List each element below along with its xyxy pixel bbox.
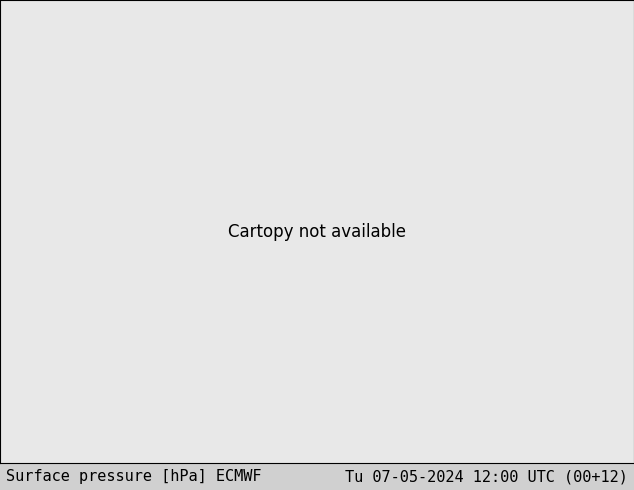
Text: Surface pressure [hPa] ECMWF: Surface pressure [hPa] ECMWF [6,469,262,484]
Text: Cartopy not available: Cartopy not available [228,222,406,241]
Text: Tu 07-05-2024 12:00 UTC (00+12): Tu 07-05-2024 12:00 UTC (00+12) [345,469,628,484]
